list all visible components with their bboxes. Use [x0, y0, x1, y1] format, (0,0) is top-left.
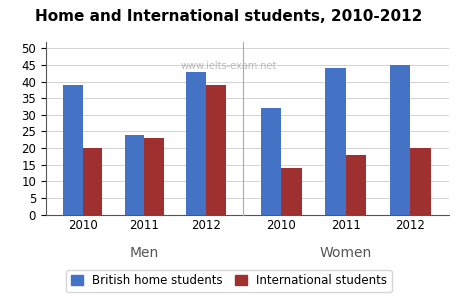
Bar [144, 138, 164, 215]
Bar [325, 68, 346, 215]
Bar [346, 155, 366, 215]
Bar [390, 65, 410, 215]
Text: Men: Men [130, 246, 159, 260]
Bar [261, 108, 281, 215]
Bar [206, 85, 225, 215]
Text: Women: Women [320, 246, 372, 260]
Bar [281, 168, 302, 215]
Text: Home and International students, 2010-2012: Home and International students, 2010-20… [35, 9, 423, 24]
Legend: British home students, International students: British home students, International stu… [66, 270, 392, 292]
Bar [125, 135, 144, 215]
Text: www.ielts-exam.net: www.ielts-exam.net [181, 60, 277, 71]
Bar [410, 148, 431, 215]
Bar [83, 148, 103, 215]
Bar [186, 72, 206, 215]
Bar [63, 85, 83, 215]
